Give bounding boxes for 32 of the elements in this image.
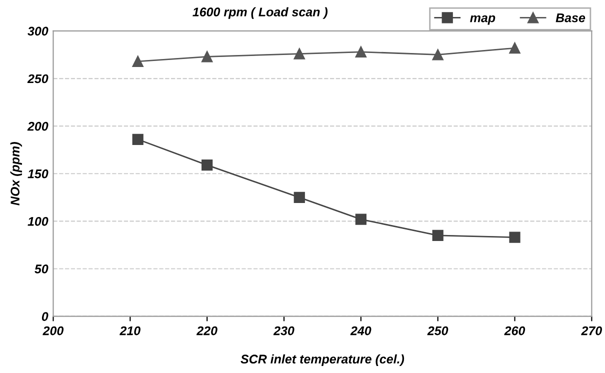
y-tick-label: 0 <box>42 312 48 321</box>
point <box>294 192 305 203</box>
x-axis-title: SCR inlet temperature (cel.) <box>240 354 404 366</box>
point <box>202 51 213 62</box>
point <box>355 46 366 58</box>
point <box>355 214 366 225</box>
x-tick-label: 210 <box>120 326 140 336</box>
y-tick-label: 250 <box>27 74 48 84</box>
y-axis-title: NOx (ppm) <box>10 142 22 206</box>
point <box>432 49 444 60</box>
y-tick-label: 100 <box>28 216 48 226</box>
point <box>132 134 144 145</box>
point <box>509 232 520 243</box>
point <box>432 230 444 242</box>
x-tick-label: 220 <box>196 326 218 336</box>
x-tick-label: 250 <box>427 326 448 336</box>
x-tick-label: 270 <box>581 326 602 336</box>
chart-title: 1600 rpm ( Load scan ) <box>192 7 328 19</box>
y-tick-label: 300 <box>28 26 48 36</box>
x-tick-label: 260 <box>504 326 526 336</box>
y-tick-label: 50 <box>34 264 48 274</box>
legend-label: Base <box>556 14 586 22</box>
x-tick-label: 230 <box>273 326 294 336</box>
point <box>132 56 144 67</box>
y-tick-label: 150 <box>28 169 48 178</box>
legend-label: map <box>470 15 496 25</box>
point <box>294 48 305 60</box>
point <box>202 160 213 171</box>
x-tick-label: 200 <box>42 326 64 336</box>
point <box>509 42 520 54</box>
y-tick-label: 200 <box>27 122 48 131</box>
x-tick-label: 240 <box>350 326 372 336</box>
